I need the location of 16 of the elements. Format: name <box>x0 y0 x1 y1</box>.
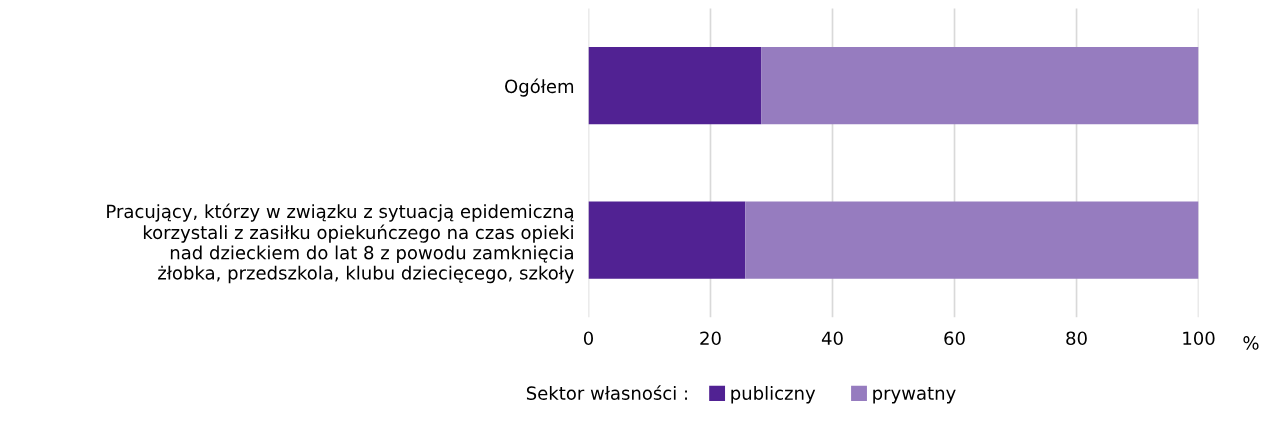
x-tick-label: 40 <box>821 331 843 346</box>
legend-title: Sektor własności : <box>526 385 687 400</box>
y-tick-label: Ogółem <box>505 78 574 97</box>
x-axis-title: % <box>1243 336 1259 350</box>
legend-label: publiczny <box>731 385 816 404</box>
x-tick-label: 60 <box>944 331 965 346</box>
bar <box>588 201 746 279</box>
y-tick-label: Pracujący, którzy w związku z sytuacją epidemiczną korzystali z zasiłku opiekuńczego na czas opieki nad dzieckiem do lat 8 z powodu zamknięcia żłobka, przedszkola, klubu dziecięcego, szkoły <box>107 203 575 284</box>
legend-label: prywatny <box>873 387 956 404</box>
bar <box>761 47 1199 125</box>
bar <box>588 47 762 125</box>
bar <box>745 201 1199 279</box>
x-tick-label: 80 <box>1066 331 1087 346</box>
x-tick-label: 20 <box>700 331 721 346</box>
x-tick-label: 0 <box>583 331 594 346</box>
x-tick-label: 100 <box>1183 331 1215 346</box>
